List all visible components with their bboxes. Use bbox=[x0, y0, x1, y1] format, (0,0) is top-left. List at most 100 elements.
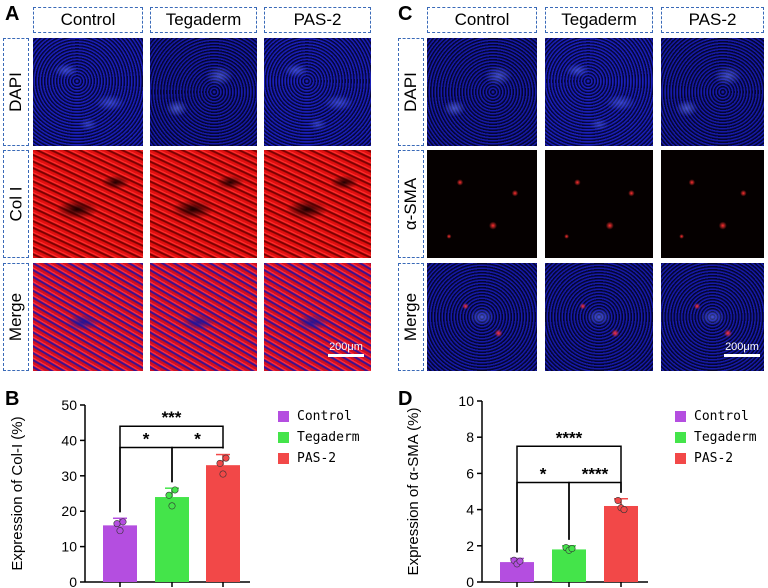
y-tick-label: 40 bbox=[61, 432, 77, 448]
row-header-merge: Merge bbox=[3, 263, 29, 371]
legend-swatch-tegaderm-right bbox=[675, 432, 686, 443]
data-point bbox=[617, 504, 625, 512]
y-tick-label: 4 bbox=[466, 502, 474, 518]
significance-bracket bbox=[516, 481, 570, 553]
micrograph-merge-pas2 bbox=[264, 263, 371, 371]
bar-control bbox=[103, 525, 137, 582]
y-tick-label: 50 bbox=[61, 397, 77, 413]
legend-item-tegaderm: Tegaderm bbox=[278, 430, 360, 445]
legend-item-pas2: PAS-2 bbox=[278, 451, 336, 466]
column-header-control-right: Control bbox=[427, 7, 537, 33]
micrograph-dapi-pas2-right bbox=[661, 38, 764, 146]
data-point bbox=[568, 545, 576, 553]
micrograph-merge-control-right bbox=[427, 263, 537, 371]
scale-bar-label: 200μm bbox=[725, 341, 759, 353]
micrograph-sma-control bbox=[427, 150, 537, 258]
micrograph-sma-tegaderm bbox=[545, 150, 653, 258]
scale-bar-right: 200μm bbox=[724, 341, 760, 357]
significance-bracket bbox=[516, 445, 622, 553]
data-point bbox=[222, 454, 230, 462]
significance-bracket bbox=[568, 481, 622, 540]
micrograph-dapi-tegaderm bbox=[150, 38, 257, 146]
micrograph-col-i-control bbox=[33, 150, 143, 258]
y-tick-label: 10 bbox=[61, 539, 77, 555]
legend-item-control-right: Control bbox=[675, 409, 749, 424]
y-tick-label: 8 bbox=[466, 429, 474, 445]
y-tick-label: 0 bbox=[466, 574, 474, 588]
scale-bar-line bbox=[328, 354, 364, 357]
data-point bbox=[168, 502, 176, 510]
significance-label: *** bbox=[162, 408, 182, 427]
column-header-tegaderm: Tegaderm bbox=[150, 7, 257, 33]
legend-swatch-pas2-right bbox=[675, 453, 686, 464]
significance-bracket bbox=[119, 446, 173, 513]
y-tick-label: 30 bbox=[61, 468, 77, 484]
data-point bbox=[119, 518, 127, 526]
scale-bar-line bbox=[724, 354, 760, 357]
bar-pas-2 bbox=[206, 465, 240, 582]
significance-label: * bbox=[194, 429, 201, 448]
legend-label-tegaderm-right: Tegaderm bbox=[694, 430, 757, 445]
scale-bar-label: 200μm bbox=[329, 341, 363, 353]
significance-label: **** bbox=[556, 428, 583, 447]
micrograph-dapi-tegaderm-right bbox=[545, 38, 653, 146]
y-tick-label: 2 bbox=[466, 538, 474, 554]
legend-item-control: Control bbox=[278, 409, 352, 424]
micrograph-col-i-tegaderm bbox=[150, 150, 257, 258]
legend-label-tegaderm: Tegaderm bbox=[297, 430, 360, 445]
panel-label-b: B bbox=[5, 388, 20, 410]
bar-tegaderm bbox=[155, 497, 189, 582]
y-tick-label: 0 bbox=[69, 574, 77, 588]
data-point bbox=[216, 459, 224, 467]
column-header-pas2: PAS-2 bbox=[264, 7, 371, 33]
data-point bbox=[510, 556, 518, 564]
y-axis-label: Expression of Col-I (%) bbox=[9, 416, 26, 570]
y-axis-label: Expression of α-SMA (%) bbox=[405, 408, 422, 576]
row-header-alpha-sma: α-SMA bbox=[398, 150, 424, 258]
row-header-dapi-right: DAPI bbox=[398, 38, 424, 146]
data-point bbox=[171, 486, 179, 494]
legend-swatch-tegaderm bbox=[278, 432, 289, 443]
micrograph-dapi-control bbox=[33, 38, 143, 146]
micrograph-dapi-control-right bbox=[427, 38, 537, 146]
micrograph-merge-pas2-right bbox=[661, 263, 764, 371]
legend-label-pas2-right: PAS-2 bbox=[694, 451, 734, 466]
significance-label: **** bbox=[582, 464, 609, 483]
legend-item-pas2-right: PAS-2 bbox=[675, 451, 733, 466]
micrograph-merge-control bbox=[33, 263, 143, 371]
data-point bbox=[614, 497, 622, 505]
panel-label-d: D bbox=[398, 388, 413, 410]
y-tick-label: 10 bbox=[458, 393, 474, 409]
bar-pas-2 bbox=[604, 505, 638, 582]
micrograph-dapi-pas2 bbox=[264, 38, 371, 146]
bar-tegaderm bbox=[552, 549, 586, 582]
data-point bbox=[516, 557, 524, 565]
row-header-dapi: DAPI bbox=[3, 38, 29, 146]
legend-label-control: Control bbox=[297, 409, 352, 424]
legend-item-tegaderm-right: Tegaderm bbox=[675, 430, 757, 445]
significance-bracket bbox=[171, 446, 224, 483]
data-point bbox=[562, 544, 570, 552]
micrograph-sma-pas2 bbox=[661, 150, 764, 258]
data-point bbox=[165, 491, 173, 499]
data-point bbox=[513, 560, 521, 568]
data-point bbox=[620, 506, 628, 514]
significance-bracket bbox=[119, 425, 224, 513]
panel-label-a: A bbox=[5, 3, 20, 25]
bar-control bbox=[500, 562, 534, 582]
legend-swatch-control bbox=[278, 411, 289, 422]
row-header-col-i: Col I bbox=[3, 150, 29, 258]
column-header-control: Control bbox=[33, 7, 143, 33]
micrograph-col-i-pas2 bbox=[264, 150, 371, 258]
significance-label: * bbox=[143, 429, 150, 448]
legend-label-control-right: Control bbox=[694, 409, 749, 424]
panel-label-c: C bbox=[398, 3, 413, 25]
y-tick-label: 20 bbox=[61, 503, 77, 519]
micrograph-merge-tegaderm bbox=[150, 263, 257, 371]
micrograph-merge-tegaderm-right bbox=[545, 263, 653, 371]
legend-label-pas2: PAS-2 bbox=[297, 451, 337, 466]
data-point bbox=[113, 520, 121, 528]
row-header-merge-right: Merge bbox=[398, 263, 424, 371]
data-point bbox=[219, 470, 227, 478]
data-point bbox=[565, 546, 573, 554]
